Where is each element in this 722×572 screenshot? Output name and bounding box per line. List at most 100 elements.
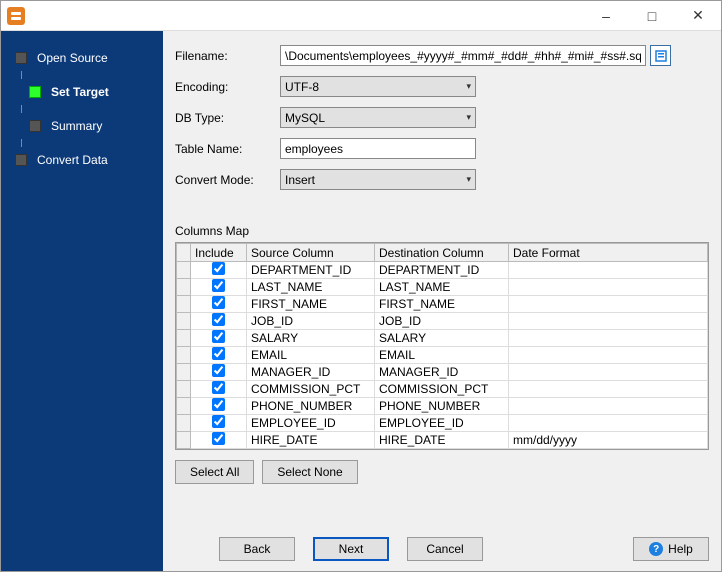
row-header[interactable]	[177, 364, 191, 381]
row-header[interactable]	[177, 313, 191, 330]
table-row[interactable]: PHONE_NUMBERPHONE_NUMBER	[177, 398, 708, 415]
include-checkbox[interactable]	[212, 279, 225, 292]
dateformat-cell[interactable]	[509, 347, 708, 364]
row-header[interactable]	[177, 432, 191, 449]
include-checkbox[interactable]	[212, 398, 225, 411]
table-row[interactable]: SALARYSALARY	[177, 330, 708, 347]
row-header[interactable]	[177, 381, 191, 398]
dateformat-cell[interactable]	[509, 398, 708, 415]
cancel-button[interactable]: Cancel	[407, 537, 483, 561]
table-row[interactable]: LAST_NAMELAST_NAME	[177, 279, 708, 296]
table-row[interactable]: HIRE_DATEHIRE_DATEmm/dd/yyyy	[177, 432, 708, 449]
row-header[interactable]	[177, 347, 191, 364]
sidebar-item-convert-data[interactable]: Convert Data	[1, 147, 163, 173]
maximize-button[interactable]: □	[629, 1, 675, 31]
row-header[interactable]	[177, 262, 191, 279]
back-button[interactable]: Back	[219, 537, 295, 561]
dateformat-cell[interactable]	[509, 313, 708, 330]
columns-map-grid[interactable]: Include Source Column Destination Column…	[175, 242, 709, 450]
row-header[interactable]	[177, 398, 191, 415]
row-header[interactable]	[177, 279, 191, 296]
include-cell[interactable]	[191, 398, 247, 415]
dest-column-cell[interactable]: HIRE_DATE	[375, 432, 509, 449]
source-column-cell[interactable]: MANAGER_ID	[247, 364, 375, 381]
include-checkbox[interactable]	[212, 330, 225, 343]
source-column-cell[interactable]: HIRE_DATE	[247, 432, 375, 449]
source-column-cell[interactable]: COMMISSION_PCT	[247, 381, 375, 398]
select-none-button[interactable]: Select None	[262, 460, 357, 484]
row-header[interactable]	[177, 330, 191, 347]
row-header[interactable]	[177, 296, 191, 313]
include-cell[interactable]	[191, 415, 247, 432]
include-cell[interactable]	[191, 262, 247, 279]
include-checkbox[interactable]	[212, 347, 225, 360]
dest-column-cell[interactable]: DEPARTMENT_ID	[375, 262, 509, 279]
dest-column-cell[interactable]: EMPLOYEE_ID	[375, 415, 509, 432]
dateformat-cell[interactable]	[509, 262, 708, 279]
dest-column-cell[interactable]: LAST_NAME	[375, 279, 509, 296]
dest-column-cell[interactable]: JOB_ID	[375, 313, 509, 330]
source-column-cell[interactable]: LAST_NAME	[247, 279, 375, 296]
dateformat-cell[interactable]	[509, 415, 708, 432]
include-cell[interactable]	[191, 279, 247, 296]
source-column-cell[interactable]: EMAIL	[247, 347, 375, 364]
select-all-button[interactable]: Select All	[175, 460, 254, 484]
table-row[interactable]: COMMISSION_PCTCOMMISSION_PCT	[177, 381, 708, 398]
dbtype-select[interactable]: MySQL ▾	[280, 107, 476, 128]
dest-column-cell[interactable]: MANAGER_ID	[375, 364, 509, 381]
table-row[interactable]: JOB_IDJOB_ID	[177, 313, 708, 330]
table-row[interactable]: EMAILEMAIL	[177, 347, 708, 364]
source-column-cell[interactable]: DEPARTMENT_ID	[247, 262, 375, 279]
include-checkbox[interactable]	[212, 364, 225, 377]
dateformat-cell[interactable]: mm/dd/yyyy	[509, 432, 708, 449]
dateformat-cell[interactable]	[509, 364, 708, 381]
dest-column-cell[interactable]: PHONE_NUMBER	[375, 398, 509, 415]
dateformat-cell[interactable]	[509, 330, 708, 347]
include-cell[interactable]	[191, 330, 247, 347]
dest-column-cell[interactable]: FIRST_NAME	[375, 296, 509, 313]
source-column-cell[interactable]: JOB_ID	[247, 313, 375, 330]
table-row[interactable]: DEPARTMENT_IDDEPARTMENT_ID	[177, 262, 708, 279]
include-checkbox[interactable]	[212, 296, 225, 309]
include-checkbox[interactable]	[212, 262, 225, 275]
col-header-source[interactable]: Source Column	[247, 244, 375, 262]
help-button[interactable]: ? Help	[633, 537, 709, 561]
browse-button[interactable]	[650, 45, 671, 66]
dest-column-cell[interactable]: EMAIL	[375, 347, 509, 364]
include-checkbox[interactable]	[212, 381, 225, 394]
include-cell[interactable]	[191, 313, 247, 330]
include-checkbox[interactable]	[212, 415, 225, 428]
dateformat-cell[interactable]	[509, 381, 708, 398]
next-button[interactable]: Next	[313, 537, 389, 561]
tablename-input[interactable]	[280, 138, 476, 159]
dateformat-cell[interactable]	[509, 279, 708, 296]
source-column-cell[interactable]: PHONE_NUMBER	[247, 398, 375, 415]
col-header-include[interactable]: Include	[191, 244, 247, 262]
include-checkbox[interactable]	[212, 313, 225, 326]
col-header-dest[interactable]: Destination Column	[375, 244, 509, 262]
encoding-select[interactable]: UTF-8 ▾	[280, 76, 476, 97]
table-row[interactable]: FIRST_NAMEFIRST_NAME	[177, 296, 708, 313]
sidebar-item-open-source[interactable]: Open Source	[1, 45, 163, 71]
include-checkbox[interactable]	[212, 432, 225, 445]
table-row[interactable]: MANAGER_IDMANAGER_ID	[177, 364, 708, 381]
include-cell[interactable]	[191, 364, 247, 381]
dest-column-cell[interactable]: COMMISSION_PCT	[375, 381, 509, 398]
sidebar-item-set-target[interactable]: Set Target	[1, 79, 163, 105]
source-column-cell[interactable]: SALARY	[247, 330, 375, 347]
include-cell[interactable]	[191, 296, 247, 313]
include-cell[interactable]	[191, 381, 247, 398]
source-column-cell[interactable]: EMPLOYEE_ID	[247, 415, 375, 432]
source-column-cell[interactable]: FIRST_NAME	[247, 296, 375, 313]
include-cell[interactable]	[191, 432, 247, 449]
sidebar-item-summary[interactable]: Summary	[1, 113, 163, 139]
col-header-datefmt[interactable]: Date Format	[509, 244, 708, 262]
dest-column-cell[interactable]: SALARY	[375, 330, 509, 347]
close-button[interactable]: ✕	[675, 1, 721, 31]
row-header[interactable]	[177, 415, 191, 432]
include-cell[interactable]	[191, 347, 247, 364]
table-row[interactable]: EMPLOYEE_IDEMPLOYEE_ID	[177, 415, 708, 432]
dateformat-cell[interactable]	[509, 296, 708, 313]
filename-input[interactable]	[280, 45, 646, 66]
convertmode-select[interactable]: Insert ▾	[280, 169, 476, 190]
